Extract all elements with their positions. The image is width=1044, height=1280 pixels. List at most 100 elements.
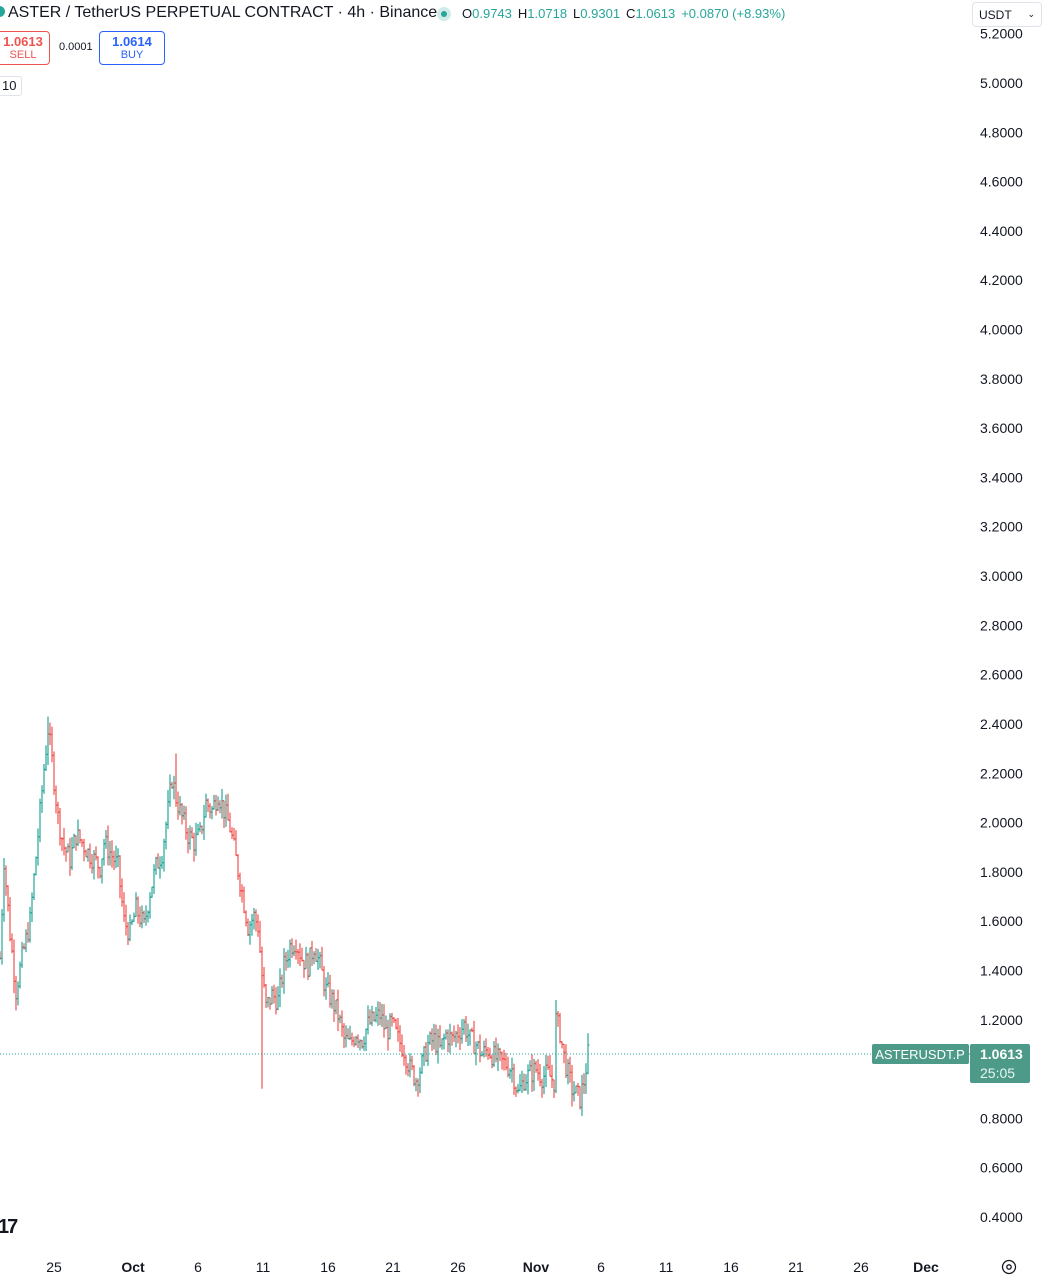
x-tick-label: Nov	[523, 1259, 550, 1275]
x-tick-label: 16	[320, 1259, 336, 1275]
ohlc-bar	[82, 838, 86, 862]
ohlc-bar	[40, 785, 44, 813]
ohlc-bar	[250, 914, 254, 936]
currency-select[interactable]: USDT ⌄	[972, 2, 1042, 27]
x-tick-label: 6	[194, 1259, 202, 1275]
buy-button[interactable]: 1.0614 BUY	[99, 31, 165, 65]
ohlc-bar	[76, 819, 80, 846]
ohlc-bar	[422, 1046, 426, 1067]
y-tick-label: 2.8000	[980, 617, 1023, 633]
ohlc-bar	[142, 910, 146, 924]
y-tick-label: 4.4000	[980, 223, 1023, 239]
ohlc-bar	[130, 919, 134, 926]
ohlc-bar	[158, 856, 162, 879]
ohlc-bar	[210, 806, 214, 820]
chart-header: ASTER / TetherUS PERPETUAL CONTRACT · 4h…	[0, 0, 960, 28]
ohlc-bar	[450, 1031, 454, 1046]
ohlc-bar	[186, 827, 190, 854]
ohlc-bar	[14, 975, 18, 1011]
ohlc-bar	[86, 848, 90, 862]
ohlc-bar	[446, 1029, 450, 1053]
tradingview-logo-icon[interactable]: 17	[0, 1216, 18, 1238]
y-tick-label: 3.4000	[980, 469, 1023, 485]
ohlc-bar	[222, 800, 226, 828]
ohlc-bar	[172, 775, 176, 800]
ohlc-bar	[456, 1024, 460, 1044]
ohlc-bar	[552, 1079, 556, 1098]
ohlc-bar	[402, 1044, 406, 1066]
low-label: L	[573, 6, 581, 21]
y-tick-label: 5.0000	[980, 75, 1023, 91]
ohlc-bar	[194, 822, 198, 856]
sell-button[interactable]: 1.0613 SELL	[0, 31, 50, 65]
y-tick-label: 1.6000	[980, 913, 1023, 929]
spread-value: 0.0001	[59, 41, 93, 53]
ohlc-bar	[286, 949, 290, 968]
ohlc-bar	[228, 812, 232, 833]
ohlc-bar	[88, 843, 92, 869]
ohlc-bar	[42, 764, 46, 794]
ohlc-bar	[174, 753, 178, 807]
ohlc-bar	[522, 1073, 526, 1092]
ohlc-bar	[140, 905, 144, 929]
ohlc-bar	[152, 864, 156, 894]
ohlc-bar	[324, 977, 328, 1000]
ohlc-bar	[244, 910, 248, 927]
market-status-icon[interactable]	[437, 7, 451, 21]
ohlc-bar	[502, 1049, 506, 1071]
ohlc-bar	[558, 1012, 562, 1044]
ohlc-bar	[156, 853, 160, 869]
x-tick-label: 21	[385, 1259, 401, 1275]
ohlc-bar	[404, 1054, 408, 1075]
ohlc-bar	[434, 1024, 438, 1056]
ohlc-bar	[336, 989, 340, 1032]
ohlc-bar	[110, 840, 114, 868]
ohlc-bar	[50, 726, 54, 763]
ohlc-bar	[272, 984, 276, 1004]
price-tag-countdown: 25:05	[980, 1065, 1015, 1081]
x-tick-label: 11	[256, 1259, 271, 1275]
ohlc-bar	[262, 966, 266, 988]
ohlc-bar	[12, 939, 16, 994]
ohlc-bar	[316, 948, 320, 970]
gear-icon[interactable]	[1000, 1258, 1018, 1276]
y-tick-label: 4.6000	[980, 174, 1023, 190]
x-tick-label: Oct	[121, 1259, 145, 1275]
ohlc-bar	[78, 829, 82, 844]
ohlc-bar	[214, 794, 218, 816]
ohlc-bar	[202, 804, 206, 840]
ohlc-bar	[180, 802, 184, 825]
ohlc-bar	[32, 872, 36, 901]
ohlc-bar	[510, 1057, 514, 1083]
ohlc-bar	[58, 807, 62, 846]
ohlc-bar	[124, 904, 128, 936]
ohlc-bar	[2, 858, 6, 922]
symbol-logo-icon	[0, 6, 5, 17]
ohlc-bar	[212, 794, 216, 810]
ohlc-bar	[546, 1055, 550, 1071]
ohlc-bar	[192, 832, 196, 862]
ohlc-bar	[62, 827, 66, 856]
ohlc-bar	[564, 1044, 568, 1078]
ohlc-bar	[22, 943, 26, 950]
ohlc-bar	[234, 830, 238, 857]
y-tick-label: 2.0000	[980, 815, 1023, 831]
indicator-badge[interactable]: 10	[0, 76, 23, 96]
ohlc-bar	[384, 1015, 388, 1030]
ohlc-bar	[438, 1025, 442, 1048]
ohlc-bar	[208, 803, 212, 819]
symbol-title[interactable]: ASTER / TetherUS PERPETUAL CONTRACT · 4h…	[8, 4, 438, 21]
buy-label: BUY	[120, 49, 144, 61]
ohlc-bar	[148, 892, 152, 919]
ohlc-bar	[462, 1018, 466, 1035]
ohlc-bar	[90, 853, 94, 874]
ohlc-bar	[136, 896, 140, 924]
ohlc-bar	[154, 856, 158, 875]
x-tick-label: 11	[659, 1259, 674, 1275]
price-tag-value: 1.0613	[980, 1046, 1023, 1062]
ohlc-bar	[534, 1060, 538, 1073]
ohlc-bar	[270, 986, 274, 1005]
ohlc-bar	[576, 1082, 580, 1096]
ohlc-bar	[276, 986, 280, 1011]
